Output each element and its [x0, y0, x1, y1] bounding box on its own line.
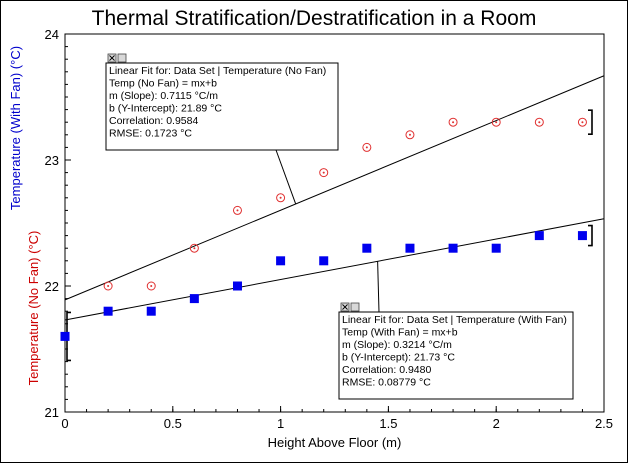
data-point-no-fan: [103, 281, 113, 291]
x-tick-label: 0.5: [164, 416, 182, 431]
fit-annotation-line: Correlation: 0.9480: [342, 364, 431, 376]
fit-annotation-line: b (Y-Intercept): 21.89 °C: [109, 103, 222, 115]
data-point-no-fan: [146, 281, 156, 291]
options-icon: [117, 53, 127, 63]
x-tick-label: 1.5: [379, 416, 397, 431]
data-point-with-fan: [491, 243, 501, 253]
fit-line: [64, 218, 605, 321]
data-point-with-fan: [146, 306, 156, 316]
data-point-with-fan: [534, 231, 544, 241]
data-point-with-fan: [405, 243, 415, 253]
data-point-no-fan: [276, 193, 286, 203]
options-icon: [350, 302, 360, 312]
chart-title: Thermal Stratification/Destratification …: [92, 7, 537, 30]
data-point-no-fan: [405, 130, 415, 140]
data-point-no-fan: [189, 243, 199, 253]
y-tick-label: 22: [45, 279, 59, 294]
data-point-with-fan: [448, 243, 458, 253]
data-point-no-fan: [577, 117, 587, 127]
x-tick-label: 1: [277, 416, 284, 431]
data-point-with-fan: [577, 231, 587, 241]
fit-leader-line: [275, 149, 297, 205]
fit-annotation-line: m (Slope): 0.3214 °C/m: [342, 339, 452, 351]
data-point-no-fan: [232, 205, 242, 215]
fit-annotation-line: Linear Fit for: Data Set | Temperature (…: [342, 314, 567, 326]
fit-annotation-line: Temp (With Fan) = mx+b: [342, 327, 458, 339]
fit-annotation-box: [105, 62, 339, 151]
data-point-no-fan: [448, 117, 458, 127]
data-point-with-fan: [60, 331, 70, 341]
x-tick-label: 0: [61, 416, 68, 431]
data-point-no-fan: [491, 117, 501, 127]
data-point-with-fan: [103, 306, 113, 316]
data-point-no-fan: [319, 168, 329, 178]
y-axis-label: Temperature (With Fan) (°C): [8, 46, 23, 210]
fit-annotation-line: m (Slope): 0.7115 °C/m: [109, 90, 218, 102]
data-point-no-fan: [362, 142, 372, 152]
fit-annotation-line: RMSE: 0.08779 °C: [342, 377, 431, 389]
fit-annotation-line: b (Y-Intercept): 21.73 °C: [342, 352, 455, 364]
data-point-with-fan: [189, 294, 199, 304]
fit-line: [64, 75, 605, 301]
range-bracket: [588, 224, 593, 247]
data-point-with-fan: [276, 256, 286, 266]
y-tick-label: 21: [45, 405, 59, 420]
x-tick-label: 2.5: [595, 416, 613, 431]
close-icon-stroke: [109, 55, 115, 61]
data-point-no-fan: [534, 117, 544, 127]
x-axis-label: Height Above Floor (m): [268, 435, 402, 450]
fit-annotation-box: [338, 311, 574, 400]
data-point-with-fan: [319, 256, 329, 266]
fit-annotation-line: Correlation: 0.9584: [109, 115, 198, 127]
fit-annotation-line: Temp (No Fan) = mx+b: [109, 78, 217, 90]
range-bracket: [588, 109, 593, 135]
data-point-with-fan: [362, 243, 372, 253]
y-tick-label: 23: [45, 153, 59, 168]
fit-annotation-line: RMSE: 0.1723 °C: [109, 128, 192, 140]
y-tick-label: 24: [45, 27, 59, 42]
data-point-with-fan: [232, 281, 242, 291]
x-tick-label: 2: [493, 416, 500, 431]
y-axis-label: Temperature (No Fan) (°C): [26, 231, 41, 386]
fit-annotation-line: Linear Fit for: Data Set | Temperature (…: [109, 65, 326, 77]
close-icon-stroke: [342, 304, 348, 310]
fit-leader-line: [377, 261, 380, 313]
